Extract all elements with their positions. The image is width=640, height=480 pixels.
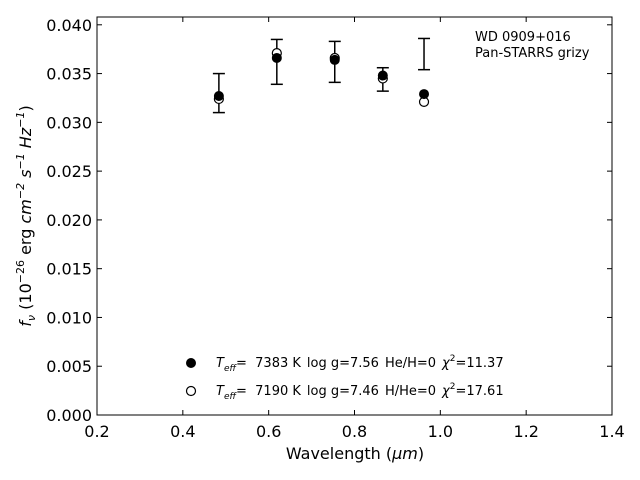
annotation-object: WD 0909+016 — [475, 30, 571, 45]
x-tick-label: 0.8 — [342, 422, 367, 441]
model-point-filled — [419, 89, 430, 100]
y-tick-label: 0.005 — [46, 357, 92, 376]
model-point-filled — [329, 54, 340, 65]
y-tick-label: 0.040 — [46, 16, 92, 35]
model-point-filled — [213, 91, 224, 102]
x-tick-label: 0.2 — [84, 422, 109, 441]
model-markers — [213, 47, 430, 107]
x-tick-label: 1.0 — [428, 422, 453, 441]
model-point-filled — [377, 70, 388, 81]
y-tick-label: 0.000 — [46, 406, 92, 425]
legend-marker-open — [185, 385, 197, 397]
x-tick-label: 0.4 — [170, 422, 195, 441]
y-axis: 0.000 0.005 0.010 0.015 0.020 0.025 0.030 0.035… — [46, 16, 612, 425]
x-axis: 0.2 0.4 0.6 0.8 1.0 1.2 1.4 — [84, 17, 625, 441]
y-tick-label: 0.010 — [46, 308, 92, 327]
x-tick-label: 1.2 — [513, 422, 538, 441]
x-axis-label: Wavelength (μm) — [286, 444, 424, 463]
model-point-filled — [271, 52, 282, 63]
y-tick-label: 0.035 — [46, 65, 92, 84]
y-axis-label: fν (10−26 erg cm−2 s−1 Hz−1) — [14, 105, 38, 326]
x-tick-label: 0.6 — [256, 422, 281, 441]
y-tick-label: 0.020 — [46, 211, 92, 230]
y-tick-label: 0.025 — [46, 162, 92, 181]
y-tick-label: 0.015 — [46, 260, 92, 279]
x-tick-label: 1.4 — [599, 422, 624, 441]
observed-error-bars — [212, 37, 431, 114]
annotation-survey: Pan-STARRS grizy — [475, 46, 590, 61]
y-tick-label: 0.030 — [46, 113, 92, 132]
legend-marker-filled — [186, 358, 196, 368]
